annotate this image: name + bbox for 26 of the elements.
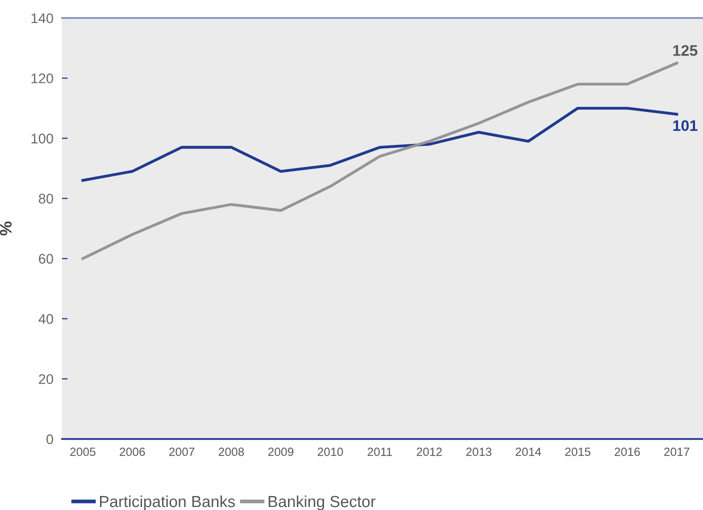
x-tick-label: 2017 <box>664 448 690 456</box>
legend-label: Banking Sector <box>268 495 376 510</box>
y-tick-label: 80 <box>38 194 54 204</box>
y-tick-label: 40 <box>38 314 54 324</box>
x-tick-label: 2011 <box>368 448 392 456</box>
x-tick-label: 2005 <box>70 448 96 456</box>
annotation: 125 <box>673 45 698 56</box>
x-tick-label: 2012 <box>416 448 442 456</box>
annotation: 101 <box>673 120 698 132</box>
x-tick-label: 2014 <box>516 448 542 456</box>
y-tick-label: 100 <box>32 134 54 144</box>
y-tick-label: 60 <box>38 254 54 264</box>
y-axis-title: % <box>0 222 12 236</box>
x-tick-label: 2010 <box>318 448 343 456</box>
x-tick-label: 2007 <box>169 448 194 456</box>
x-tick-label: 2008 <box>218 448 244 456</box>
x-tick-label: 2015 <box>565 448 590 456</box>
x-tick-label: 2009 <box>268 448 294 456</box>
x-tick-label: 2006 <box>120 448 145 456</box>
legend-label: Participation Banks <box>100 495 235 510</box>
x-tick-label: 2013 <box>466 448 492 456</box>
y-tick-label: 20 <box>38 374 54 384</box>
y-tick-label: 0 <box>46 434 54 444</box>
y-tick-label: 140 <box>32 13 54 24</box>
y-tick-label: 120 <box>32 73 54 84</box>
x-tick-label: 2016 <box>614 448 640 456</box>
